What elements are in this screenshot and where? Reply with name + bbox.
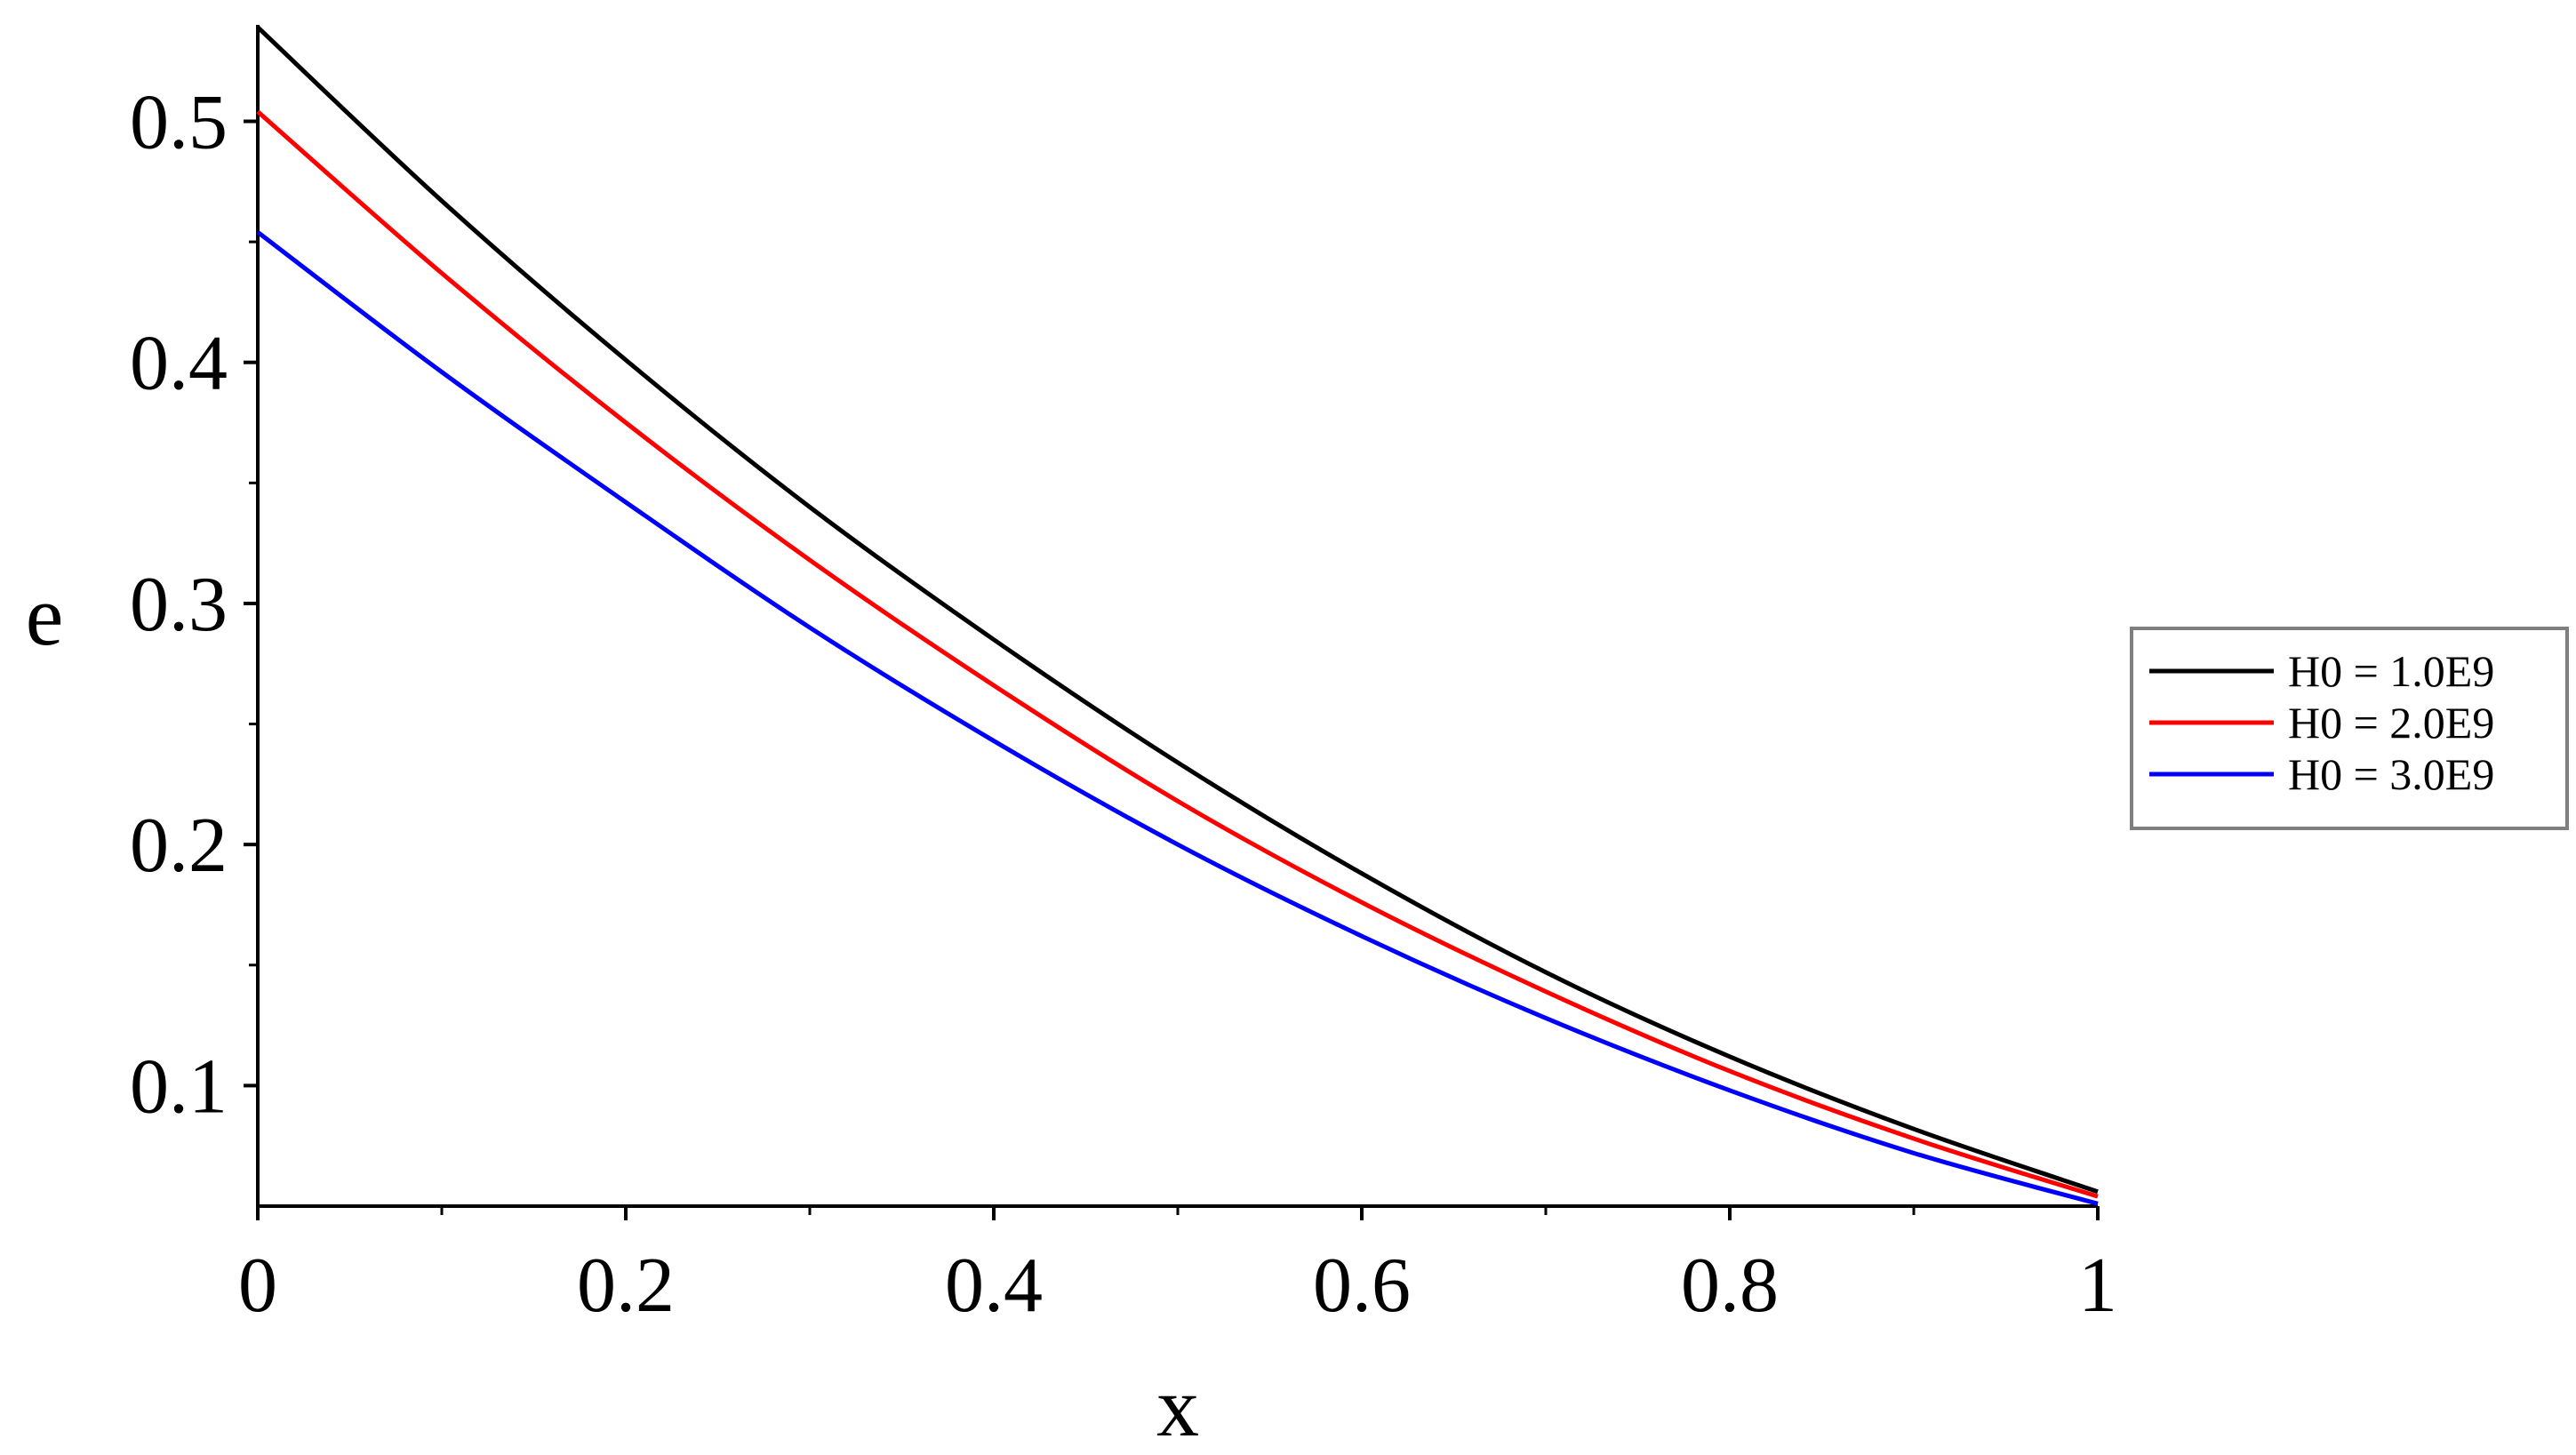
- x-tick-label: 0: [238, 1243, 277, 1329]
- y-tick-label: 0.1: [130, 1043, 228, 1130]
- y-tick-label: 0.5: [130, 79, 228, 165]
- x-tick-label: 1: [2078, 1243, 2117, 1329]
- series-line-3: [256, 230, 2099, 1206]
- x-axis-title: x: [1156, 1359, 1199, 1454]
- y-tick-label: 0.3: [130, 562, 228, 648]
- x-tick-label: 0.8: [1681, 1243, 1779, 1329]
- y-tick-label: 0.4: [130, 321, 228, 407]
- x-tick-label: 0.6: [1313, 1243, 1411, 1329]
- legend-label-1: H0 = 1.0E9: [2288, 646, 2494, 696]
- legend-box: [2130, 627, 2569, 830]
- x-tick-label: 0.2: [577, 1243, 675, 1329]
- series-line-1: [256, 25, 2099, 1195]
- legend-label-3: H0 = 3.0E9: [2288, 749, 2494, 799]
- y-axis-title: e: [26, 568, 64, 663]
- legend-label-2: H0 = 2.0E9: [2288, 698, 2494, 747]
- y-tick-label: 0.2: [130, 803, 228, 889]
- series-line-2: [256, 109, 2099, 1199]
- x-tick-label: 0.4: [945, 1243, 1043, 1329]
- axes: [256, 25, 2098, 1208]
- y-axis-ticks: 0.1 0.2 0.3 0.4 0.5: [130, 79, 258, 1130]
- series-lines: [256, 25, 2099, 1206]
- x-axis-ticks: 0 0.2 0.4 0.6 0.8 1: [238, 1206, 2117, 1329]
